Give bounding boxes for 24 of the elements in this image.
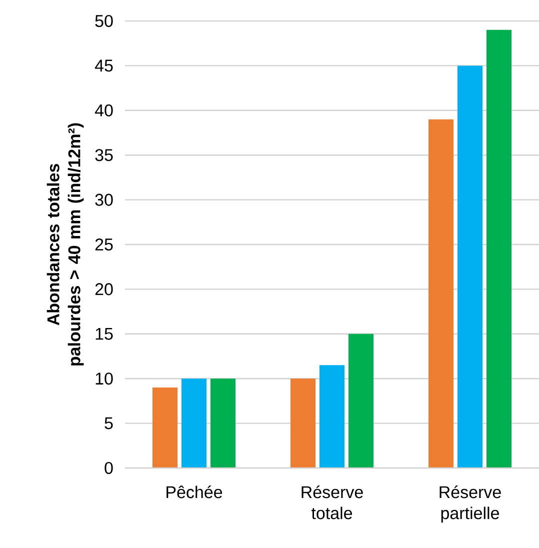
x-tick-label: Pêchée [166, 486, 222, 498]
y-tick-label: 20 [95, 283, 113, 296]
y-tick-label: 0 [104, 462, 113, 474]
y-tick-label: 25 [95, 238, 113, 251]
bar [458, 66, 482, 468]
bar [290, 378, 316, 468]
bar [428, 119, 454, 468]
y-tick-label: 15 [96, 328, 113, 340]
x-tick-label: Réserve totale [302, 486, 363, 520]
y-tick-label: 45 [94, 60, 113, 72]
x-tick-label: Réserve partielle [440, 486, 501, 523]
y-tick-label: 30 [95, 194, 113, 206]
bar [152, 388, 178, 468]
y-tick-label: 35 [95, 149, 113, 162]
y-tick-label: 40 [94, 104, 113, 116]
bar [320, 365, 344, 468]
y-tick-label: 5 [104, 417, 113, 430]
bar [348, 334, 374, 468]
y-axis-title: Abondances totales palourdes > 40 mm (ind/12m²) [46, 123, 84, 366]
bar [182, 378, 206, 468]
bar [486, 30, 512, 468]
y-tick-label: 50 [95, 14, 113, 28]
bar [210, 378, 236, 468]
y-tick-label: 10 [96, 372, 113, 385]
